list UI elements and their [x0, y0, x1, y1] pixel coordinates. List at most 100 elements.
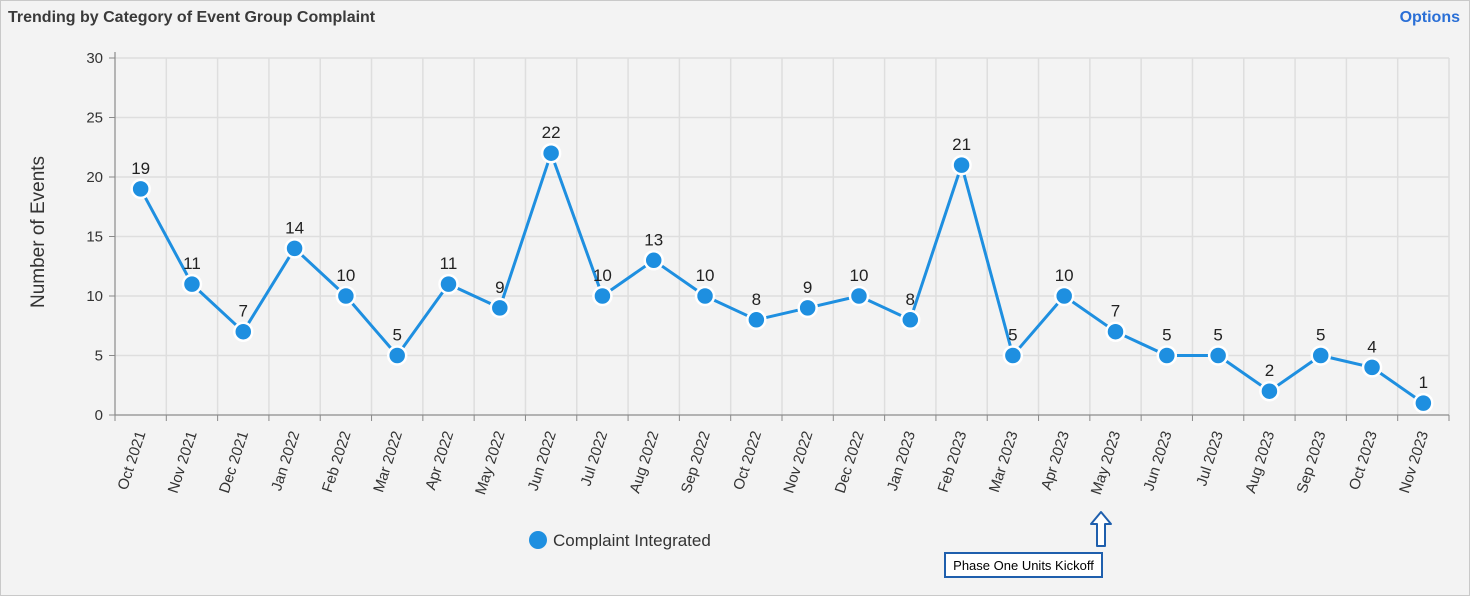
y-tick-label: 20	[86, 169, 103, 186]
y-tick-label: 30	[86, 50, 103, 67]
data-point[interactable]	[386, 345, 408, 366]
data-point[interactable]	[746, 309, 767, 331]
y-tick-label: 5	[95, 348, 103, 365]
x-tick-label: Oct 2022	[730, 429, 765, 492]
x-tick-label: Jun 2023	[1140, 429, 1175, 493]
legend-label: Complaint Integrated	[553, 531, 711, 550]
options-link[interactable]: Options	[1399, 9, 1460, 26]
data-point[interactable]	[233, 321, 254, 342]
x-tick-label: Dec 2021	[216, 429, 252, 495]
x-tick-label: Feb 2022	[319, 429, 355, 495]
axes	[109, 52, 1450, 421]
x-tick-label: Oct 2023	[1346, 429, 1381, 492]
data-point[interactable]	[1413, 392, 1434, 414]
data-label: 22	[542, 123, 561, 142]
data-point[interactable]	[643, 250, 664, 271]
x-tick-label: Mar 2022	[370, 429, 406, 495]
data-point[interactable]	[489, 297, 511, 319]
data-point[interactable]	[592, 285, 613, 307]
data-point[interactable]	[1310, 345, 1331, 366]
data-label: 1	[1419, 373, 1428, 392]
data-point[interactable]	[335, 285, 357, 307]
data-label: 10	[850, 266, 869, 285]
x-tick-label: Dec 2022	[832, 429, 868, 495]
data-label: 11	[183, 254, 201, 273]
x-tick-label: Nov 2023	[1396, 429, 1432, 495]
x-tick-label: Apr 2023	[1038, 429, 1073, 492]
data-point[interactable]	[284, 238, 305, 259]
x-tick-label: May 2023	[1088, 429, 1125, 497]
up-arrow-icon	[1090, 511, 1112, 547]
x-tick-label: Jun 2022	[525, 429, 560, 493]
data-point[interactable]	[1053, 285, 1075, 307]
y-tick-label: 10	[86, 288, 103, 305]
data-point[interactable]	[900, 309, 921, 331]
data-label: 10	[593, 266, 612, 285]
grid-lines	[115, 57, 1450, 415]
x-tick-labels: Oct 2021 Nov 2021 Dec 2021 Jan 2022 Feb 2022…	[114, 429, 1432, 497]
data-point[interactable]	[797, 297, 818, 319]
data-label: 4	[1367, 337, 1376, 356]
x-tick-label: Mar 2023	[986, 429, 1022, 495]
data-point[interactable]	[951, 154, 972, 176]
data-label: 11	[440, 254, 458, 273]
data-label: 7	[239, 302, 248, 321]
data-label: 5	[1213, 326, 1222, 345]
data-point[interactable]	[1207, 345, 1229, 366]
x-tick-label: Sep 2023	[1294, 429, 1330, 495]
x-tick-label: Nov 2021	[165, 429, 201, 495]
data-label: 9	[495, 278, 504, 297]
y-tick-label: 25	[86, 110, 103, 127]
y-axis-label: Number of Events	[28, 156, 49, 308]
data-label: 9	[803, 278, 812, 297]
x-tick-label: Sep 2022	[678, 429, 714, 495]
data-point[interactable]	[848, 285, 870, 307]
data-point[interactable]	[1361, 357, 1383, 378]
data-label: 8	[752, 290, 761, 309]
data-point[interactable]	[181, 273, 203, 295]
data-label: 10	[336, 266, 355, 285]
data-point[interactable]	[130, 178, 151, 200]
data-label: 5	[392, 326, 401, 345]
data-label: 19	[131, 159, 150, 178]
y-tick-label: 0	[95, 407, 103, 424]
data-label: 21	[952, 135, 971, 154]
x-tick-label: Jul 2023	[1193, 429, 1227, 488]
panel-title: Trending by Category of Event Group Comp…	[8, 9, 376, 26]
x-tick-label: Oct 2021	[114, 429, 149, 492]
x-tick-label: Nov 2022	[780, 429, 816, 495]
data-label: 2	[1265, 361, 1274, 380]
x-tick-label: Jan 2023	[884, 429, 919, 493]
y-tick-labels: 0 5 10 15 20 25 30	[86, 50, 103, 424]
legend: Complaint Integrated	[529, 531, 711, 550]
data-label: 5	[1316, 326, 1325, 345]
data-label: 8	[906, 290, 915, 309]
data-point[interactable]	[1156, 345, 1178, 366]
data-label: 14	[285, 218, 304, 237]
x-tick-label: Aug 2023	[1242, 429, 1278, 495]
data-label: 7	[1111, 302, 1120, 321]
data-point[interactable]	[1259, 380, 1280, 402]
data-label: 5	[1162, 326, 1171, 345]
x-tick-label: Apr 2022	[422, 429, 457, 492]
series-complaint-integrated: 19 11 7 14 10 5 11 9 22 10 13 10 8 9 10 8 21 5 10 7 5 5 2 5 4 1	[130, 123, 1434, 414]
x-tick-label: Jan 2022	[268, 429, 303, 493]
x-tick-label: May 2022	[472, 429, 509, 497]
data-point[interactable]	[694, 285, 716, 307]
y-tick-label: 15	[86, 229, 103, 246]
data-label: 10	[1055, 266, 1074, 285]
x-tick-label: Aug 2022	[627, 429, 663, 495]
data-point[interactable]	[1105, 321, 1126, 342]
data-point[interactable]	[438, 273, 459, 295]
data-label: 10	[696, 266, 715, 285]
data-point[interactable]	[540, 142, 562, 164]
annotation-box: Phase One Units Kickoff	[944, 552, 1103, 578]
data-point[interactable]	[1002, 345, 1024, 366]
data-label: 5	[1008, 326, 1017, 345]
data-label: 13	[644, 230, 663, 249]
x-tick-label: Feb 2023	[935, 429, 971, 495]
legend-marker	[529, 531, 547, 549]
x-tick-label: Jul 2022	[578, 429, 612, 488]
